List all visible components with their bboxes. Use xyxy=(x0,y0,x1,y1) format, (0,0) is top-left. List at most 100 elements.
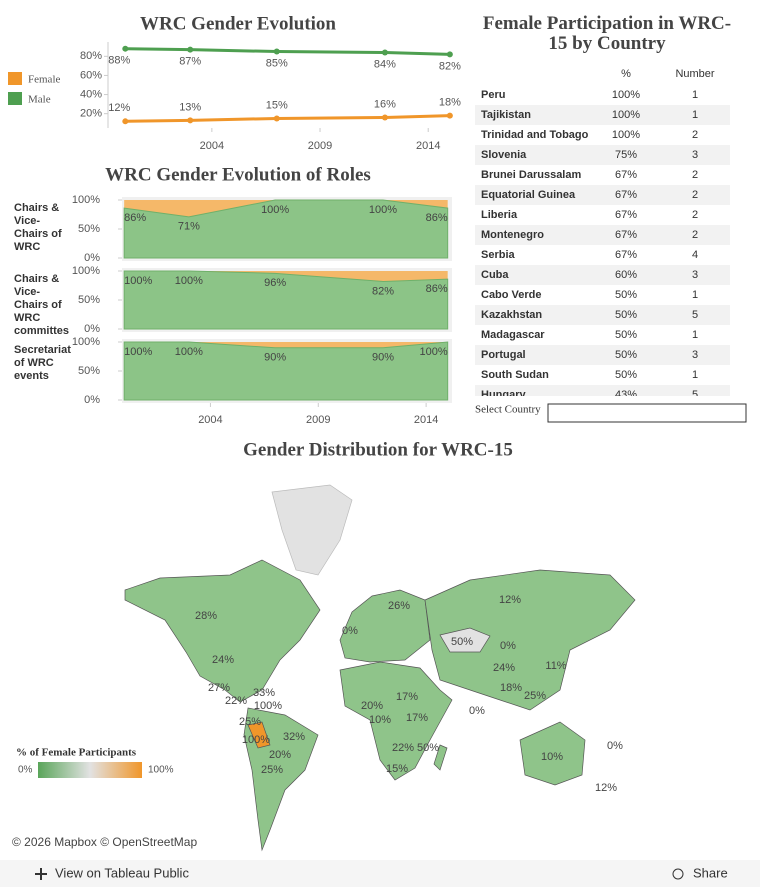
percent-cell: 67% xyxy=(615,189,637,201)
table-row xyxy=(475,345,730,365)
attribution: © 2026 Mapbox © OpenStreetMap xyxy=(12,835,197,849)
male-area xyxy=(123,270,449,330)
country-name: Cabo Verde xyxy=(481,289,542,301)
data-label: 82% xyxy=(439,60,461,72)
map-label: 27% xyxy=(208,682,230,694)
chart-title: WRC Gender Evolution of Roles xyxy=(105,164,371,185)
map-label: 25% xyxy=(524,690,546,702)
number-cell: 1 xyxy=(692,329,698,341)
panel-label: Chairs & Vice-Chairs of WRC xyxy=(14,202,62,253)
number-cell: 2 xyxy=(692,209,698,221)
number-cell: 3 xyxy=(692,149,698,161)
map-label: 50% xyxy=(417,742,439,754)
male-area xyxy=(123,341,449,401)
y-tick-label: 100% xyxy=(72,265,100,277)
number-cell: 4 xyxy=(692,249,698,261)
map-label: 17% xyxy=(396,691,418,703)
map-label: 28% xyxy=(195,610,217,622)
country-name: Portugal xyxy=(481,349,526,361)
table-row xyxy=(475,285,730,305)
share-button[interactable]: Share xyxy=(693,865,728,880)
table-row xyxy=(475,385,730,396)
map-label: 10% xyxy=(541,751,563,763)
point xyxy=(381,114,388,121)
number-cell: 2 xyxy=(692,229,698,241)
country-name: South Sudan xyxy=(481,369,549,381)
panel-label: Secretariat of WRC events xyxy=(14,344,71,382)
y-tick-label: 40% xyxy=(80,88,102,100)
map-label: 10% xyxy=(369,714,391,726)
map-label: 18% xyxy=(500,682,522,694)
tableau-icon xyxy=(35,868,47,880)
africa xyxy=(339,661,453,781)
greenland xyxy=(271,484,353,576)
map-label: 24% xyxy=(212,654,234,666)
table-row xyxy=(475,125,730,145)
number-cell: 2 xyxy=(692,129,698,141)
number-cell: 2 xyxy=(692,189,698,201)
country-input[interactable] xyxy=(547,403,747,423)
table-row xyxy=(475,85,730,105)
number-cell: 5 xyxy=(692,389,698,401)
percent-cell: 67% xyxy=(615,229,637,241)
point xyxy=(446,112,453,119)
north-america xyxy=(124,559,321,703)
table-row xyxy=(475,165,730,185)
series-line xyxy=(125,47,450,56)
table-row xyxy=(475,105,730,125)
point xyxy=(446,51,453,58)
map-label: 0% xyxy=(607,740,623,752)
country-name: Trinidad and Tobago xyxy=(481,129,589,141)
percent-cell: 67% xyxy=(615,169,637,181)
number-cell: 1 xyxy=(692,89,698,101)
panel-label: Chairs & Vice-Chairs of WRC committes xyxy=(14,273,70,337)
y-tick-label: 50% xyxy=(78,365,100,377)
map-label: 15% xyxy=(386,763,408,775)
y-tick-label: 100% xyxy=(72,336,100,348)
data-label: 100% xyxy=(261,204,289,216)
x-tick-label: 2004 xyxy=(198,414,222,426)
view-link[interactable]: View on Tableau Public xyxy=(55,865,189,880)
x-tick-label: 2009 xyxy=(308,140,332,152)
map-label: 22% xyxy=(225,695,247,707)
point xyxy=(273,48,280,55)
map-label: 50% xyxy=(451,636,473,648)
data-label: 100% xyxy=(124,346,152,358)
filter-label: Select Country xyxy=(475,404,541,416)
number-cell: 3 xyxy=(692,349,698,361)
legend-swatch xyxy=(8,92,22,105)
y-tick-label: 50% xyxy=(78,294,100,306)
y-tick-label: 20% xyxy=(80,108,102,120)
table-row xyxy=(475,145,730,165)
data-label: 88% xyxy=(108,55,130,67)
madagascar xyxy=(433,744,448,771)
table-row xyxy=(475,265,730,285)
y-tick-label: 60% xyxy=(80,69,102,81)
x-tick-label: 2014 xyxy=(414,414,438,426)
australia xyxy=(519,721,586,786)
number-cell: 1 xyxy=(692,369,698,381)
data-label: 100% xyxy=(420,346,448,358)
percent-cell: 67% xyxy=(615,249,637,261)
number-cell: 1 xyxy=(692,289,698,301)
male-area xyxy=(123,199,449,259)
country-name: Hungary xyxy=(481,389,527,401)
series-line xyxy=(125,114,450,123)
legend-bar xyxy=(38,762,142,778)
map-label: 22% xyxy=(392,742,414,754)
point xyxy=(122,118,129,125)
data-label: 96% xyxy=(264,277,286,289)
point xyxy=(273,115,280,122)
country-name: Equatorial Guinea xyxy=(481,189,576,201)
map-label: 32% xyxy=(283,731,305,743)
country-name: Brunei Darussalam xyxy=(481,169,581,181)
percent-cell: 60% xyxy=(615,269,637,281)
point xyxy=(381,49,388,56)
map-label: 25% xyxy=(261,764,283,776)
data-label: 90% xyxy=(372,352,394,364)
country-name: Cuba xyxy=(481,269,509,281)
legend-title: % of Female Participants xyxy=(16,747,137,759)
chart-title: WRC Gender Evolution xyxy=(140,13,336,34)
